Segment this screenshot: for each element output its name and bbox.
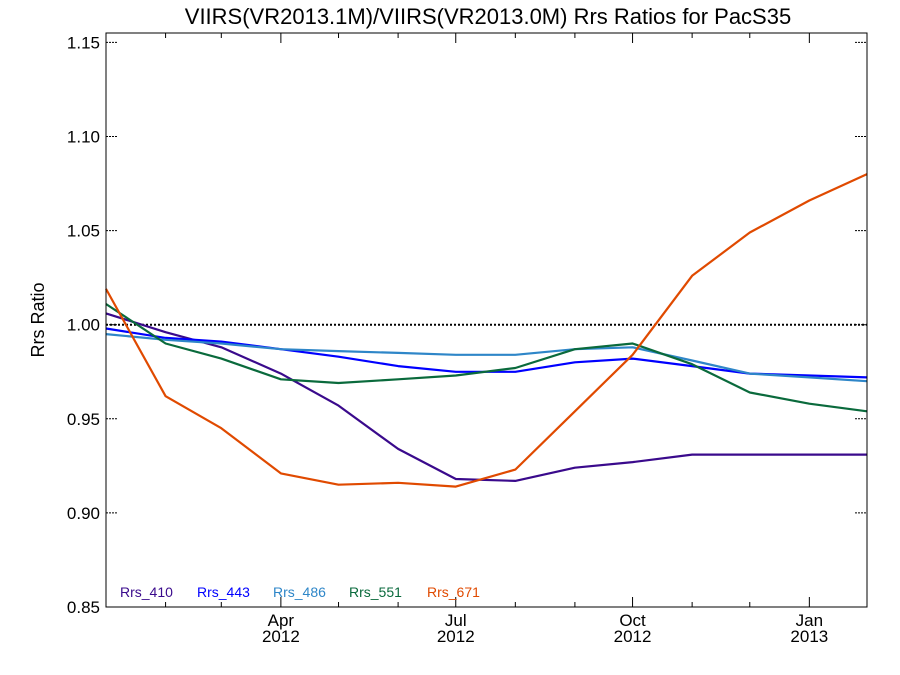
y-tick-label: 0.85: [67, 598, 100, 617]
y-tick-label: 1.00: [67, 316, 100, 335]
series-layer: [105, 173, 868, 488]
y-tick-label: 0.95: [67, 410, 100, 429]
x-tick-label-year: 2012: [262, 627, 300, 646]
y-axis-label: Rrs Ratio: [28, 282, 48, 357]
legend-entry-rrs-671: Rrs_671: [427, 584, 480, 600]
series-line-rrs-486: [105, 333, 868, 383]
x-tick-label-year: 2012: [437, 627, 475, 646]
axes-layer: [105, 32, 868, 608]
legend-entry-rrs-486: Rrs_486: [273, 584, 326, 600]
y-tick-label: 1.10: [67, 128, 100, 147]
series-line-rrs-551: [105, 303, 868, 413]
chart-title: VIIRS(VR2013.1M)/VIIRS(VR2013.0M) Rrs Ra…: [185, 4, 791, 29]
x-tick-label-year: 2013: [790, 627, 828, 646]
series-line-rrs-410: [105, 312, 867, 482]
legend: Rrs_410 Rrs_443 Rrs_486 Rrs_551 Rrs_671: [120, 584, 480, 600]
x-tick-label-month: Apr: [268, 611, 295, 630]
series-line-rrs-443: [105, 327, 868, 379]
series-line-rrs-671: [105, 173, 868, 488]
x-tick-label-year: 2012: [614, 627, 652, 646]
x-tick-label-month: Jul: [445, 611, 467, 630]
y-ticks: 0.85 0.90 0.95 1.00 1.05 1.10 1.15: [67, 33, 867, 617]
x-tick-label-month: Oct: [619, 611, 646, 630]
y-tick-label: 1.05: [67, 222, 100, 241]
x-tick-label-month: Jan: [796, 611, 823, 630]
legend-entry-rrs-410: Rrs_410: [120, 584, 173, 600]
y-tick-label: 1.15: [67, 33, 100, 52]
y-tick-label: 0.90: [67, 504, 100, 523]
legend-entry-rrs-551: Rrs_551: [349, 584, 402, 600]
legend-entry-rrs-443: Rrs_443: [197, 584, 250, 600]
plot-frame: [105, 32, 868, 608]
